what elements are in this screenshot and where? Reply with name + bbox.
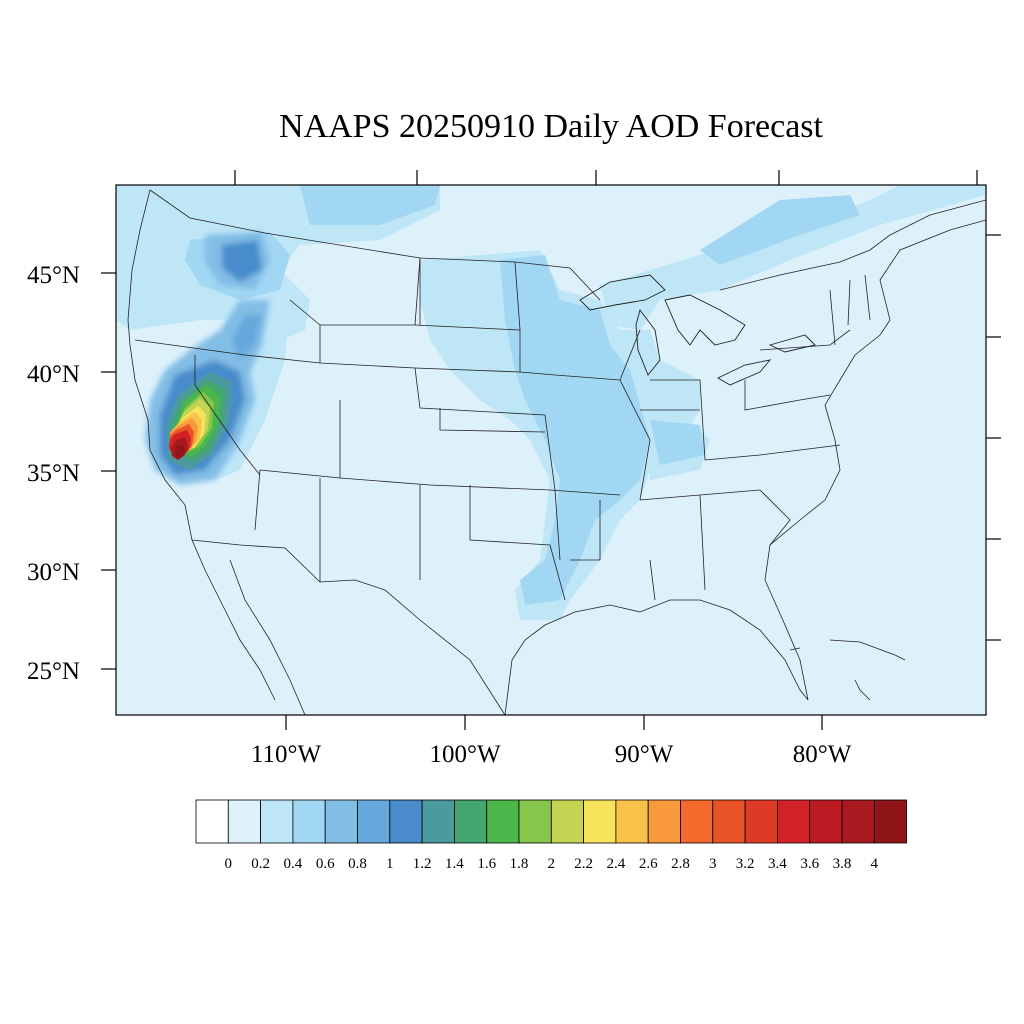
colorbar-swatch [389, 799, 423, 844]
colorbar-swatch [712, 799, 746, 844]
left-ticks [101, 272, 116, 670]
great-lakes [579, 274, 816, 386]
colorbar-tick-label: 2.4 [607, 856, 626, 872]
colorbar-swatch [809, 799, 843, 844]
colorbar-swatch [292, 799, 326, 844]
lat-label: 35°N [27, 460, 80, 487]
colorbar-swatch [841, 799, 875, 844]
right-ticks [986, 234, 1001, 641]
colorbar-tick-label: 1.8 [510, 856, 529, 872]
colorbar-tick-label: 2 [548, 856, 556, 872]
colorbar-swatch [647, 799, 681, 844]
colorbar-tick-label: 1.6 [477, 856, 496, 872]
colorbar-labels: 0 0.2 0.4 0.6 0.8 1 1.2 1.4 1.6 1.8 2 2.2 2.4 2.6 2.8 3… [225, 856, 879, 872]
lat-label: 25°N [27, 658, 80, 685]
colorbar-swatch [777, 799, 811, 844]
colorbar-swatch [518, 799, 552, 844]
lon-label: 80°W [793, 741, 852, 768]
lon-label: 90°W [615, 741, 674, 768]
colorbar-swatch [550, 799, 584, 844]
colorbar-tick-label: 1.2 [413, 856, 432, 872]
lon-label: 100°W [429, 741, 500, 768]
colorbar-swatch [227, 799, 262, 844]
map-title: NAAPS 20250910 Daily AOD Forecast [279, 108, 823, 145]
colorbar-tick-label: 3.6 [800, 856, 819, 872]
colorbar-tick-label: 1 [386, 856, 394, 872]
colorbar-tick-label: 0.2 [251, 856, 270, 872]
top-ticks [234, 170, 978, 185]
lat-label: 30°N [27, 559, 80, 586]
bottom-ticks [285, 715, 823, 730]
colorbar-swatch [680, 799, 714, 844]
colorbar-swatch [260, 799, 294, 844]
colorbar-swatch [324, 799, 358, 844]
colorbar-tick-label: 0.8 [348, 856, 367, 872]
caribbean-islands [789, 639, 906, 701]
colorbar-swatch [744, 799, 778, 844]
colorbar-tick-label: 3 [709, 856, 717, 872]
lat-label: 40°N [27, 361, 80, 388]
colorbar-swatch [583, 799, 617, 844]
colorbar-tick-label: 3.8 [833, 856, 852, 872]
colorbar [195, 799, 907, 844]
colorbar-tick-label: 0.4 [284, 856, 303, 872]
colorbar-swatch [873, 799, 907, 844]
map-frame [115, 184, 987, 716]
colorbar-tick-label: 0 [225, 856, 233, 872]
colorbar-swatch [357, 799, 391, 844]
colorbar-tick-label: 3.2 [736, 856, 755, 872]
colorbar-swatch [615, 799, 649, 844]
colorbar-swatch [453, 799, 488, 844]
latitude-labels: 45°N 40°N 35°N 30°N 25°N [27, 262, 80, 685]
colorbar-tick-label: 1.4 [445, 856, 464, 872]
colorbar-tick-label: 2.6 [639, 856, 658, 872]
aod-plume-core [166, 372, 232, 470]
boundaries [127, 189, 986, 715]
colorbar-tick-label: 4 [871, 856, 879, 872]
colorbar-tick-label: 2.2 [574, 856, 593, 872]
longitude-labels: 110°W 100°W 90°W 80°W [251, 741, 852, 768]
colorbar-tick-label: 2.8 [671, 856, 690, 872]
lat-label: 45°N [27, 262, 80, 289]
colorbar-swatch [195, 799, 229, 844]
colorbar-tick-label: 3.4 [768, 856, 787, 872]
lon-label: 110°W [251, 741, 322, 768]
colorbar-tick-label: 0.6 [316, 856, 335, 872]
colorbar-swatch [486, 799, 520, 844]
colorbar-swatch [421, 799, 455, 844]
